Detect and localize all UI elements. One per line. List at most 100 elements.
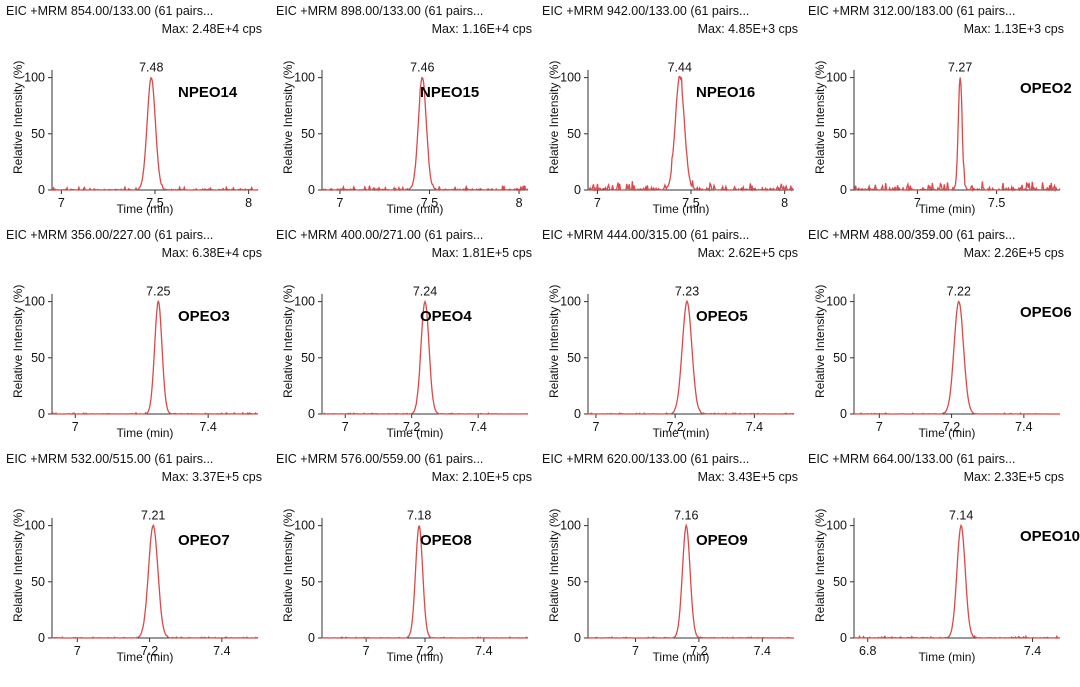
y-tick-label: 0 — [38, 407, 45, 421]
chart-subtitle: Max: 3.37E+5 cps — [161, 470, 262, 484]
x-tick-label: 7.4 — [199, 420, 216, 434]
y-tick-label: 0 — [574, 631, 581, 645]
chromatogram-panel-npeo14: EIC +MRM 854.00/133.00 (61 pairs... Max: … — [0, 4, 264, 228]
x-axis-label: Time (min) — [652, 426, 710, 440]
chromatogram-trace — [588, 523, 795, 639]
x-tick-label: 6.8 — [859, 644, 876, 658]
y-tick-label: 50 — [31, 351, 45, 365]
x-tick-label: 7 — [914, 196, 921, 210]
chromatogram-trace — [854, 300, 1060, 415]
x-tick-label: 7 — [58, 196, 65, 210]
x-axis-label: Time (min) — [918, 650, 976, 664]
x-axis-label: Time (min) — [116, 650, 174, 664]
compound-name: OPEO6 — [1020, 304, 1072, 321]
chromatogram-trace — [322, 525, 529, 639]
compound-name: NPEO16 — [696, 84, 756, 101]
x-tick-label: 7 — [72, 420, 79, 434]
x-tick-label: 7.5 — [988, 196, 1005, 210]
compound-name: OPEO9 — [696, 532, 748, 549]
chart-title: EIC +MRM 576.00/559.00 (61 pairs... — [276, 452, 484, 466]
x-tick-label: 7.5 — [146, 196, 163, 210]
y-tick-label: 50 — [301, 351, 315, 365]
plot-area: 0 50 100 6.8 7.4 7.14 — [826, 509, 1061, 658]
x-tick-label: 7.4 — [746, 420, 763, 434]
x-axis-label: Time (min) — [918, 202, 976, 216]
x-tick-label: 8 — [781, 196, 788, 210]
x-tick-label: 7.2 — [403, 420, 420, 434]
chart-title: EIC +MRM 532.00/515.00 (61 pairs... — [6, 452, 214, 466]
plot-area: 0 50 100 7 7.5 8 7.44 — [560, 61, 794, 210]
x-tick-label: 7.2 — [943, 420, 960, 434]
y-tick-label: 0 — [38, 631, 45, 645]
peak-label: 7.23 — [675, 285, 699, 299]
compound-name: NPEO14 — [178, 84, 238, 101]
x-tick-label: 7.5 — [682, 196, 699, 210]
y-tick-label: 100 — [294, 519, 315, 533]
chart-title: EIC +MRM 664.00/133.00 (61 pairs... — [808, 452, 1016, 466]
peak-label: 7.25 — [146, 285, 170, 299]
y-tick-label: 100 — [294, 71, 315, 85]
x-tick-label: 7.2 — [690, 644, 707, 658]
peak-label: 7.18 — [407, 509, 431, 523]
chart-title: EIC +MRM 898.00/133.00 (61 pairs... — [276, 4, 484, 18]
y-tick-label: 0 — [840, 407, 847, 421]
x-axis-label: Time (min) — [918, 426, 976, 440]
y-tick-label: 50 — [567, 575, 581, 589]
peak-label: 7.44 — [668, 61, 692, 75]
x-axis-label: Time (min) — [386, 202, 444, 216]
x-axis-label: Time (min) — [386, 650, 444, 664]
y-tick-label: 0 — [308, 183, 315, 197]
compound-name: OPEO10 — [1020, 528, 1080, 545]
chromatogram-trace — [853, 77, 1061, 193]
chromatogram-panel-opeo4: EIC +MRM 400.00/271.00 (61 pairs... Max: … — [270, 228, 534, 452]
chart-title: EIC +MRM 356.00/227.00 (61 pairs... — [6, 228, 214, 242]
chart-title: EIC +MRM 488.00/359.00 (61 pairs... — [808, 228, 1016, 242]
x-tick-label: 7.5 — [421, 196, 438, 210]
peak-label: 7.27 — [948, 61, 972, 75]
chart-title: EIC +MRM 444.00/315.00 (61 pairs... — [542, 228, 750, 242]
chart-subtitle: Max: 1.13E+3 cps — [963, 22, 1064, 36]
x-tick-label: 7.2 — [141, 644, 158, 658]
x-tick-label: 7.4 — [1015, 420, 1032, 434]
chart-subtitle: Max: 2.62E+5 cps — [697, 246, 798, 260]
x-tick-label: 7.2 — [416, 644, 433, 658]
chromatogram-trace — [588, 299, 795, 415]
x-tick-label: 7 — [363, 644, 370, 658]
y-tick-label: 50 — [833, 351, 847, 365]
x-tick-label: 7.2 — [666, 420, 683, 434]
y-tick-label: 0 — [308, 407, 315, 421]
y-tick-label: 100 — [294, 295, 315, 309]
x-tick-label: 7.4 — [213, 644, 230, 658]
y-tick-label: 100 — [560, 519, 581, 533]
compound-name: OPEO8 — [420, 532, 472, 549]
x-tick-label: 7.4 — [754, 644, 771, 658]
y-tick-label: 50 — [31, 127, 45, 141]
chart-subtitle: Max: 4.85E+3 cps — [697, 22, 798, 36]
x-tick-label: 7 — [592, 420, 599, 434]
plot-area: 0 50 100 7 7.4 7.25 — [24, 285, 259, 434]
x-axis-label: Time (min) — [116, 202, 174, 216]
chart-subtitle: Max: 1.81E+5 cps — [431, 246, 532, 260]
chromatogram-panel-opeo3: EIC +MRM 356.00/227.00 (61 pairs... Max: … — [0, 228, 264, 452]
y-tick-label: 100 — [24, 295, 45, 309]
chromatogram-panel-opeo10: EIC +MRM 664.00/133.00 (61 pairs... Max: … — [802, 452, 1080, 676]
peak-label: 7.14 — [949, 509, 973, 523]
chart-subtitle: Max: 2.10E+5 cps — [431, 470, 532, 484]
chromatogram-panel-npeo16: EIC +MRM 942.00/133.00 (61 pairs... Max: … — [536, 4, 800, 228]
compound-name: OPEO2 — [1020, 80, 1072, 97]
y-tick-label: 50 — [567, 127, 581, 141]
y-tick-label: 100 — [560, 295, 581, 309]
chromatogram-panel-opeo2: EIC +MRM 312.00/183.00 (61 pairs... Max: … — [802, 4, 1072, 228]
compound-name: OPEO3 — [178, 308, 230, 325]
plot-area: 0 50 100 7 7.2 7.4 7.24 — [294, 285, 529, 434]
x-tick-label: 8 — [245, 196, 252, 210]
x-tick-label: 7.4 — [469, 420, 486, 434]
y-tick-label: 0 — [38, 183, 45, 197]
chromatogram-trace — [587, 75, 794, 193]
chromatogram-trace — [51, 300, 259, 416]
x-tick-label: 7 — [632, 644, 639, 658]
plot-area: 0 50 100 7 7.5 7.27 — [826, 61, 1061, 210]
x-tick-label: 7 — [336, 196, 343, 210]
y-tick-label: 100 — [826, 71, 847, 85]
